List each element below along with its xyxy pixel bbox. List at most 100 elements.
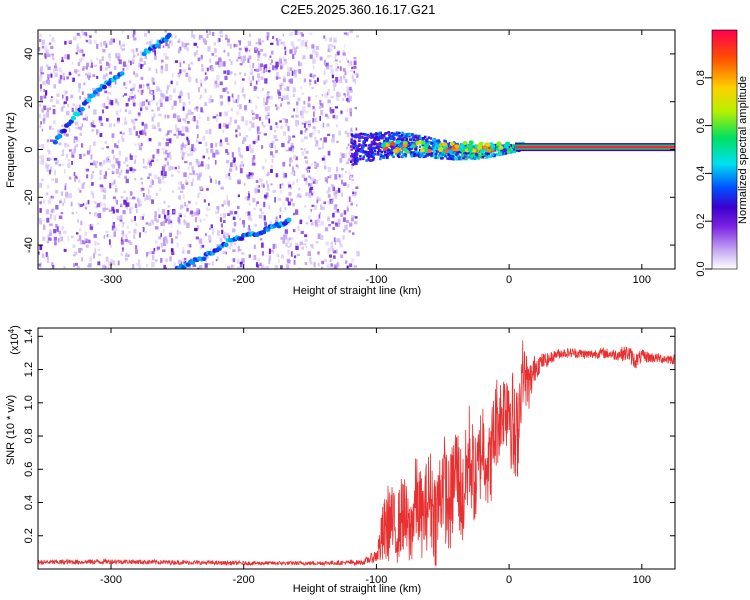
noise-cell bbox=[323, 259, 328, 262]
noise-cell bbox=[243, 94, 246, 100]
noise-cell bbox=[226, 152, 230, 156]
noise-cell bbox=[355, 142, 358, 147]
noise-cell bbox=[340, 213, 343, 217]
noise-cell bbox=[255, 204, 258, 207]
noise-cell bbox=[54, 162, 58, 165]
carrier-peak bbox=[468, 140, 474, 145]
noise-cell bbox=[239, 217, 241, 221]
noise-cell bbox=[257, 131, 262, 135]
noise-cell bbox=[312, 48, 316, 54]
track-point bbox=[238, 236, 245, 241]
noise-cell bbox=[199, 238, 203, 244]
noise-cell bbox=[230, 162, 233, 168]
carrier-cell bbox=[437, 141, 441, 145]
noise-cell bbox=[42, 118, 46, 124]
noise-cell bbox=[249, 80, 252, 86]
noise-cell bbox=[51, 178, 54, 181]
carrier-cell bbox=[412, 151, 415, 155]
noise-cell bbox=[128, 110, 132, 115]
noise-cell bbox=[206, 67, 209, 72]
noise-cell bbox=[78, 83, 81, 89]
noise-cell bbox=[162, 240, 167, 246]
carrier-cell bbox=[389, 135, 392, 138]
noise-cell bbox=[353, 57, 357, 60]
noise-cell bbox=[186, 127, 190, 133]
noise-cell bbox=[77, 219, 79, 223]
noise-cell bbox=[94, 248, 97, 254]
carrier-cell bbox=[395, 152, 398, 155]
noise-cell bbox=[138, 263, 141, 269]
carrier-cell bbox=[485, 151, 488, 154]
noise-cell bbox=[324, 165, 327, 170]
noise-cell bbox=[196, 119, 199, 125]
noise-cell bbox=[141, 187, 145, 191]
noise-cell bbox=[280, 125, 283, 130]
noise-cell bbox=[350, 203, 354, 206]
noise-cell bbox=[133, 234, 136, 240]
carrier-cell bbox=[365, 139, 369, 142]
noise-cell bbox=[124, 121, 128, 125]
noise-cell bbox=[247, 58, 250, 63]
snr-background bbox=[38, 328, 675, 569]
noise-cell bbox=[300, 147, 303, 150]
noise-cell bbox=[283, 61, 288, 65]
noise-cell bbox=[333, 86, 336, 91]
noise-cell bbox=[66, 153, 68, 158]
noise-cell bbox=[189, 172, 192, 175]
noise-cell bbox=[307, 96, 311, 102]
noise-cell bbox=[235, 111, 240, 116]
noise-cell bbox=[336, 166, 339, 172]
noise-cell bbox=[90, 154, 93, 160]
noise-cell bbox=[160, 89, 162, 95]
noise-cell bbox=[239, 41, 241, 46]
noise-cell bbox=[59, 230, 61, 237]
noise-cell bbox=[265, 180, 268, 184]
noise-cell bbox=[250, 148, 254, 153]
noise-cell bbox=[350, 127, 353, 132]
noise-cell bbox=[287, 245, 290, 248]
noise-cell bbox=[335, 190, 338, 195]
noise-cell bbox=[318, 147, 321, 150]
carrier-cell bbox=[374, 133, 378, 136]
noise-cell bbox=[118, 53, 121, 59]
noise-cell bbox=[293, 47, 297, 53]
snr-x-tick-label: 0 bbox=[506, 574, 512, 586]
noise-cell bbox=[47, 234, 50, 240]
colorbar-tick-label: 0.6 bbox=[695, 118, 707, 133]
noise-cell bbox=[114, 188, 118, 193]
noise-cell bbox=[334, 106, 338, 109]
carrier-cell bbox=[372, 155, 375, 158]
noise-cell bbox=[218, 38, 221, 42]
noise-cell bbox=[204, 233, 207, 237]
noise-cell bbox=[83, 238, 87, 242]
carrier-cell bbox=[353, 161, 357, 164]
noise-cell bbox=[198, 141, 202, 144]
noise-cell bbox=[226, 245, 229, 249]
noise-cell bbox=[49, 169, 51, 175]
noise-cell bbox=[199, 218, 202, 223]
noise-cell bbox=[292, 181, 295, 185]
noise-cell bbox=[210, 248, 212, 251]
noise-cell bbox=[329, 259, 332, 263]
noise-cell bbox=[194, 147, 197, 152]
noise-cell bbox=[300, 32, 303, 35]
carrier-cell bbox=[439, 151, 442, 155]
noise-cell bbox=[224, 75, 228, 80]
noise-cell bbox=[140, 64, 143, 70]
carrier-cell bbox=[511, 146, 515, 149]
noise-cell bbox=[136, 53, 140, 56]
noise-cell bbox=[248, 215, 251, 221]
noise-cell bbox=[163, 171, 167, 177]
noise-cell bbox=[304, 148, 306, 152]
noise-cell bbox=[267, 91, 270, 94]
noise-cell bbox=[219, 30, 223, 34]
noise-cell bbox=[46, 139, 50, 143]
noise-cell bbox=[261, 145, 264, 149]
noise-cell bbox=[191, 213, 194, 217]
noise-cell bbox=[289, 49, 293, 54]
noise-cell bbox=[311, 44, 315, 49]
noise-cell bbox=[252, 140, 256, 145]
noise-cell bbox=[270, 168, 273, 173]
noise-cell bbox=[128, 95, 132, 100]
